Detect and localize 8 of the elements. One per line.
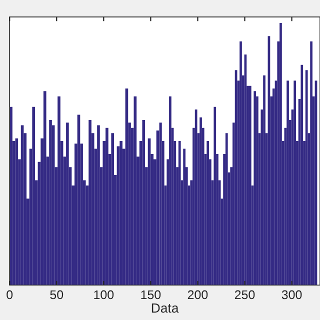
x-tick-label: 300 [282, 290, 302, 300]
x-tick-label: 250 [234, 290, 255, 300]
x-tick-label: 200 [188, 290, 208, 300]
x-tick-label: 100 [94, 290, 114, 300]
x-tick-label: 150 [141, 290, 161, 300]
x-axis-title: Data [152, 304, 179, 313]
x-tick-label: 50 [50, 290, 64, 300]
x-tick-label: 0 [6, 290, 13, 300]
